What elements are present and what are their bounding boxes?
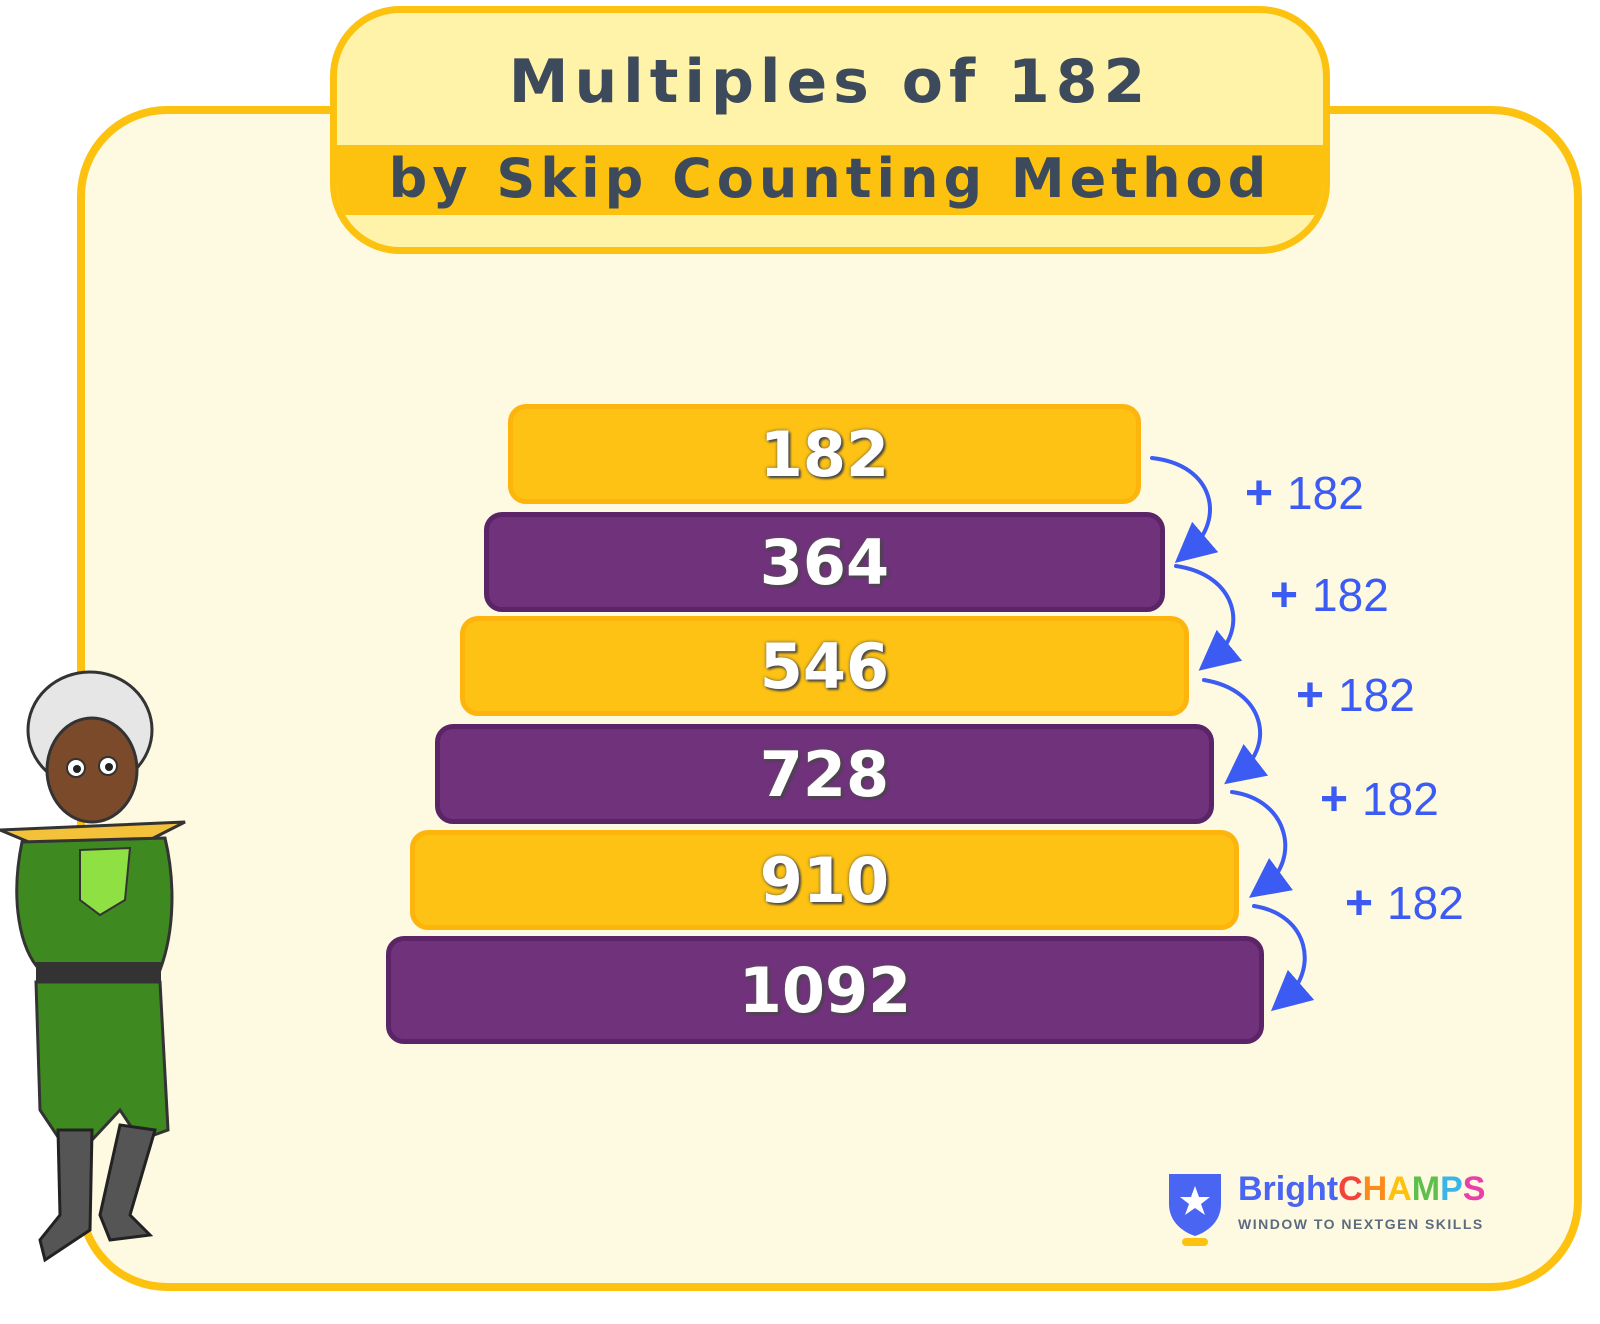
page-title: Multiples of 182 [508,47,1152,117]
step-label-1: +182 [1245,467,1364,520]
multiple-bar-1: 182 [508,404,1141,504]
page-subtitle: by Skip Counting Method [388,147,1272,210]
arrow-3 [1202,678,1269,785]
multiple-bar-5: 910 [410,830,1239,930]
multiple-bar-6: 1092 [386,936,1264,1044]
brand-letter: C [1338,1170,1363,1208]
brand-letter: S [1462,1170,1486,1208]
step-label-4: +182 [1320,773,1439,826]
arrow-4 [1230,790,1293,898]
brand-letter: M [1411,1170,1441,1208]
brightchamps-logo: BrightCHAMPS WINDOW TO NEXTGEN SKILLS [1165,1170,1495,1250]
arrow-1 [1150,456,1219,564]
multiple-bar-4: 728 [435,724,1214,824]
step-label-3: +182 [1296,669,1415,722]
arrow-2 [1174,564,1243,671]
title-band [337,145,1323,215]
arrow-5 [1252,904,1315,1012]
thinking-character-illustration [0,670,186,1263]
step-label-2: +182 [1270,569,1389,622]
step-label-5: +182 [1345,877,1464,930]
brand-name: BrightCHAMPS [1238,1170,1486,1208]
brand-letter: H [1362,1170,1388,1208]
brand-tagline: WINDOW TO NEXTGEN SKILLS [1238,1216,1484,1232]
brand-letter: P [1440,1170,1463,1208]
brand-letter: A [1387,1170,1412,1208]
title-banner: Multiples of 182 by Skip Counting Method [330,6,1330,254]
multiple-bar-2: 364 [484,512,1165,612]
shield-star-icon [1169,1174,1221,1246]
multiple-bar-3: 546 [460,616,1189,716]
